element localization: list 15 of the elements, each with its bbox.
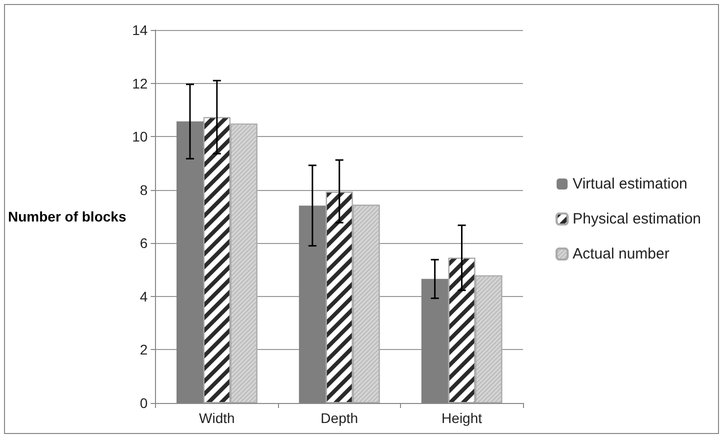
y-tick-label: 0	[140, 395, 148, 411]
x-tick-label: Depth	[320, 410, 358, 426]
y-axis-title: Number of blocks	[8, 208, 126, 224]
legend-label: Physical estimation	[572, 210, 702, 228]
y-tick-label: 2	[140, 342, 148, 358]
x-tick-label: Width	[199, 410, 235, 426]
y-tick-label: 4	[140, 288, 148, 304]
legend-label: Actual number	[572, 246, 670, 262]
y-tick-label: 10	[132, 128, 148, 145]
y-tick-label: 8	[140, 182, 148, 198]
y-tick-label: 12	[132, 75, 148, 92]
legend-label: Virtual estimation	[572, 176, 688, 192]
y-tick-label: 6	[140, 235, 148, 252]
x-tick-label: Height	[442, 410, 482, 426]
y-tick-label: 14	[132, 22, 148, 38]
